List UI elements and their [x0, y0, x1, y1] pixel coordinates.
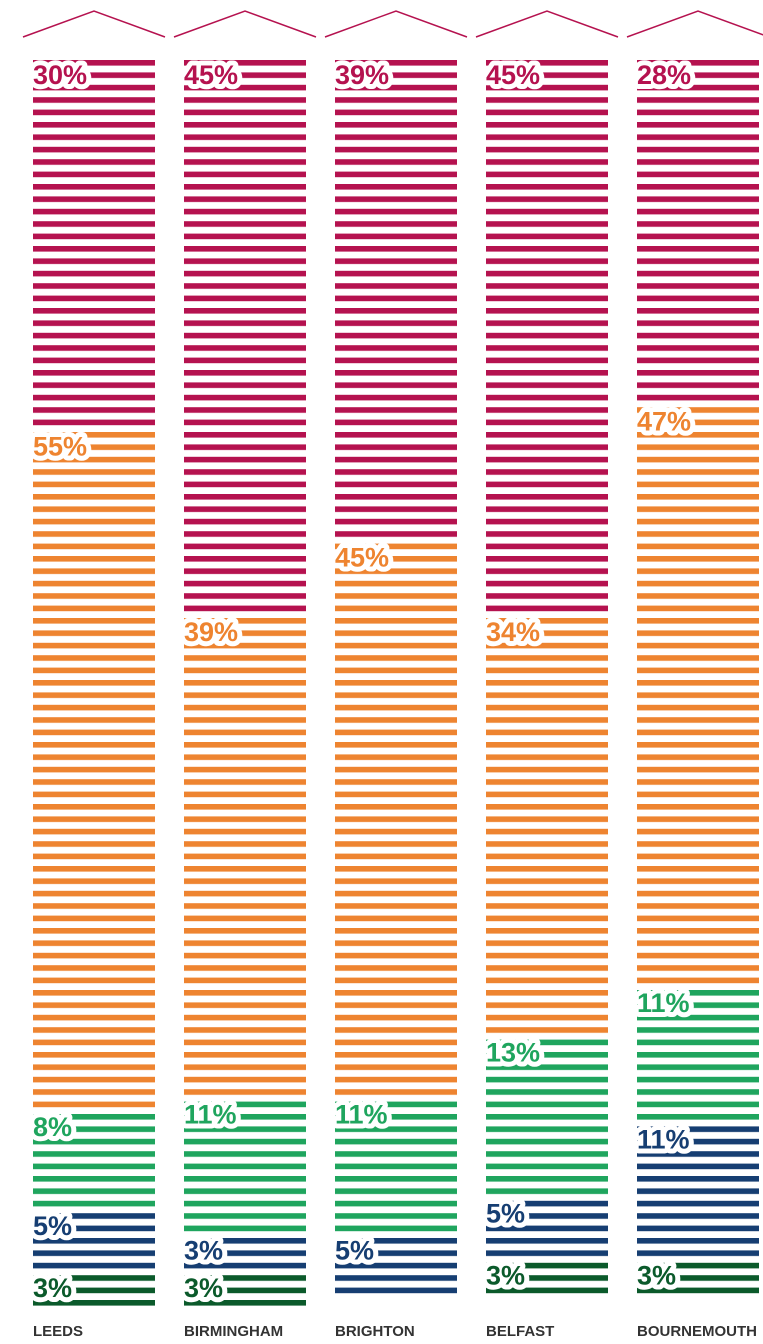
- x-tick-label: BIRMINGHAM: [184, 1323, 283, 1340]
- roof: [475, 10, 619, 38]
- bar-segment: [486, 1260, 608, 1298]
- bar-segment: [33, 1210, 155, 1273]
- value-label: 11%: [335, 1100, 388, 1130]
- value-label: 34%: [486, 617, 540, 647]
- value-label: 3%: [184, 1236, 223, 1266]
- roof: [626, 10, 763, 38]
- bar-segment: [184, 1235, 306, 1273]
- bar-segment: [33, 431, 155, 1112]
- value-label: 39%: [335, 60, 389, 90]
- bar-segment: [184, 60, 306, 617]
- bar-segment: [335, 1235, 457, 1298]
- value-label: 47%: [637, 407, 691, 437]
- bar-segment: [335, 60, 457, 543]
- bar-segment: [184, 1272, 306, 1310]
- value-label: 5%: [335, 1236, 374, 1266]
- value-label: 11%: [184, 1100, 237, 1130]
- value-label: 28%: [637, 60, 691, 90]
- roof: [22, 10, 166, 38]
- bar-segment: [637, 406, 759, 989]
- roof: [324, 10, 468, 38]
- value-label: 3%: [486, 1260, 525, 1290]
- x-tick-label: LEEDS: [33, 1323, 83, 1340]
- bar-segment: [637, 1260, 759, 1298]
- value-label: 13%: [486, 1038, 540, 1068]
- bar-segment: [184, 616, 306, 1100]
- bar-segment: [33, 60, 155, 432]
- value-label: 3%: [184, 1273, 223, 1303]
- x-tick-label: BELFAST: [486, 1323, 554, 1340]
- value-label: 45%: [486, 60, 540, 90]
- x-tick-label: BRIGHTON: [335, 1323, 415, 1340]
- roof: [173, 10, 317, 38]
- bar-segment: [486, 616, 608, 1038]
- bar-segment: [637, 1124, 759, 1261]
- bar-segment: [33, 1111, 155, 1211]
- bar-segment: [637, 60, 759, 407]
- value-label: 45%: [184, 60, 238, 90]
- value-label: 8%: [33, 1112, 72, 1142]
- bar-segment: [486, 60, 608, 617]
- bar-segment: [335, 542, 457, 1100]
- value-label: 11%: [637, 988, 690, 1018]
- bar-segment: [335, 1099, 457, 1236]
- x-tick-label: BOURNEMOUTH: [637, 1323, 757, 1340]
- value-label: 3%: [637, 1260, 676, 1290]
- value-label: 39%: [184, 617, 238, 647]
- bar-segment: [486, 1037, 608, 1199]
- value-label: 30%: [33, 60, 87, 90]
- value-label: 3%: [33, 1273, 72, 1303]
- bar-segment: [184, 1099, 306, 1236]
- value-label: 5%: [486, 1199, 525, 1229]
- value-label: 55%: [33, 431, 87, 461]
- value-label: 5%: [33, 1211, 72, 1241]
- bar-segment: [637, 988, 759, 1125]
- bar-segment: [486, 1198, 608, 1261]
- value-label: 11%: [637, 1124, 690, 1154]
- value-label: 45%: [335, 543, 389, 573]
- bar-segment: [33, 1272, 155, 1310]
